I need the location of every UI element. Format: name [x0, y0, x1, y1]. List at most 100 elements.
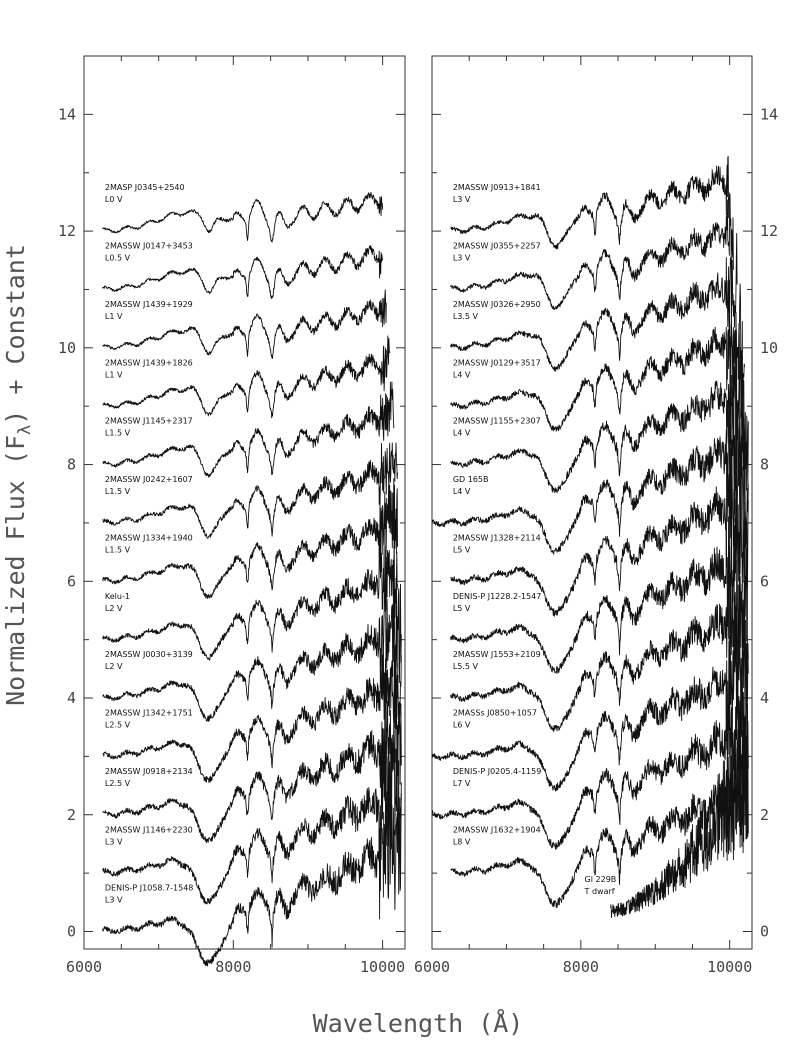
spectrum-type-label: L3 V: [105, 837, 123, 846]
spectrum-trace: [102, 381, 395, 478]
spectrum-designation-label: 2MASSW J1342+1751: [105, 709, 193, 718]
y-tick-label: 0: [67, 922, 76, 940]
spectrum-type-label: L2 V: [105, 662, 123, 671]
spectrum-designation-label: DENIS-P J1228.2-1547: [453, 592, 542, 601]
spectrum-type-label: L4 V: [453, 487, 471, 496]
spectrum-trace: [102, 736, 402, 905]
spectrum-designation-label: 2MASSW J1439+1929: [105, 300, 193, 309]
spectrum-designation-label: 2MASSW J1145+2317: [105, 417, 193, 426]
y-tick-label: 12: [58, 222, 76, 240]
spectrum-type-label: L5 V: [453, 604, 471, 613]
plot-frame: [431, 55, 753, 950]
spectrum-designation-label: Gl 229B: [585, 875, 617, 884]
spectrum-designation-label: 2MASSW J0326+2950: [453, 300, 541, 309]
spectrum-trace: [102, 192, 384, 243]
y-tick-label: 10: [58, 339, 76, 357]
spectrum-trace: [431, 605, 749, 792]
x-tick-label: 8000: [563, 958, 599, 976]
spectrum-type-label: L5 V: [453, 545, 471, 554]
plot-frame: [83, 55, 406, 950]
spectrum-type-label: T dwarf: [584, 887, 615, 896]
spectrum-trace: [102, 289, 387, 359]
spectrum-trace: [102, 442, 398, 539]
spectrum-type-label: L8 V: [453, 837, 471, 846]
spectrum-trace: [610, 703, 749, 919]
spectrum-designation-label: 2MASSW J0129+3517: [453, 358, 541, 367]
spectrum-trace: [102, 245, 384, 300]
spectrum-type-label: L5.5 V: [453, 662, 479, 671]
spectrum-trace: [450, 424, 749, 617]
spectrum-trace: [450, 498, 749, 674]
x-tick-label: 10000: [360, 958, 405, 976]
x-tick-label: 6000: [414, 958, 450, 976]
spectrum-trace: [431, 380, 749, 555]
y-tick-label: 14: [760, 105, 778, 123]
y-tick-label: 2: [760, 806, 769, 824]
left-panel: 6000 8000 10000 0 2 4 6 8 10 12 14 2MASP J0345+2540…: [58, 55, 406, 976]
spectrum-type-label: L1.5 V: [105, 545, 131, 554]
y-tick-label: 4: [760, 689, 769, 707]
spectrum-designation-label: 2MASP J0345+2540: [105, 183, 185, 192]
spectrum-type-label: L3 V: [453, 254, 471, 263]
spectrum-type-label: L1 V: [105, 370, 123, 379]
y-tick-label: 12: [760, 222, 778, 240]
spectrum-trace: [450, 283, 742, 432]
spectrum-designation-label: 2MASSW J1439+1826: [105, 358, 193, 367]
spectrum-designation-label: 2MASSW J1155+2307: [453, 417, 541, 426]
x-tick-label: 8000: [215, 958, 251, 976]
spectrum-designation-label: 2MASSs J0850+1057: [453, 709, 537, 718]
spectrum-type-label: L6 V: [453, 721, 471, 730]
spectrum-trace: [102, 575, 402, 722]
spectrum-designation-label: 2MASSW J0242+1607: [105, 475, 193, 484]
spectrum-type-label: L0.5 V: [105, 254, 131, 263]
spectrum-designation-label: DENIS-P J1058.7-1548: [105, 884, 194, 893]
y-axis-title: Normalized Flux (Fλ) + Constant: [1, 244, 35, 706]
spectrum-designation-label: 2MASSW J1632+1904: [453, 825, 541, 834]
y-tick-label: 14: [58, 105, 76, 123]
y-tick-label: 4: [67, 689, 76, 707]
spectrum-designation-label: 2MASSW J0355+2257: [453, 242, 541, 251]
spectrum-type-label: L2 V: [105, 604, 123, 613]
x-axis-title: Wavelength (Å): [313, 1009, 524, 1038]
spectrum-designation-label: Kelu-1: [105, 592, 130, 601]
y-tick-label: 10: [760, 339, 778, 357]
spectrum-trace: [450, 232, 738, 372]
y-tick-label: 8: [67, 456, 76, 474]
spectrum-designation-label: 2MASSW J0913+1841: [453, 183, 541, 192]
spectrum-type-label: L0 V: [105, 195, 123, 204]
spectrum-designation-label: 2MASSW J0147+3453: [105, 242, 193, 251]
spectrum-type-label: L3.5 V: [453, 312, 479, 321]
spectrum-type-label: L1 V: [105, 312, 123, 321]
spectrum-trace: [450, 714, 749, 908]
spectrum-designation-label: 2MASSW J0030+3139: [105, 650, 193, 659]
y-tick-label: 2: [67, 806, 76, 824]
x-tick-label: 10000: [707, 958, 752, 976]
spectrum-trace: [102, 526, 398, 661]
spectrum-designation-label: DENIS-P J0205.4-1159: [453, 767, 542, 776]
y-tick-label: 0: [760, 922, 769, 940]
spectrum-designation-label: 2MASSW J1146+2230: [105, 825, 193, 834]
spectrum-type-label: L1.5 V: [105, 487, 131, 496]
x-tick-label: 6000: [66, 958, 102, 976]
y-tick-label: 8: [760, 456, 769, 474]
spectrum-type-label: L4 V: [453, 429, 471, 438]
spectrum-trace: [450, 156, 731, 250]
y-axis-title-subscript: λ: [15, 425, 35, 435]
spectrum-trace: [102, 783, 402, 967]
spectrum-type-label: L3 V: [453, 195, 471, 204]
spectrum-designation-label: 2MASSW J1553+2109: [453, 650, 541, 659]
spectrum-designation-label: GD 165B: [453, 475, 489, 484]
spectrum-trace: [102, 478, 398, 600]
spectrum-type-label: L2.5 V: [105, 779, 131, 788]
spectrum-type-label: L4 V: [453, 370, 471, 379]
spectrum-designation-label: 2MASSW J0918+2134: [105, 767, 193, 776]
spectrum-designation-label: 2MASSW J1328+2114: [453, 533, 541, 542]
spectrum-trace: [450, 193, 734, 310]
spectrum-type-label: L3 V: [105, 896, 123, 905]
spectrum-type-label: L2.5 V: [105, 721, 131, 730]
spectrum-trace: [102, 643, 402, 784]
spectrum-trace: [431, 669, 749, 850]
spectrum-type-label: L1.5 V: [105, 429, 131, 438]
right-panel: 6000 8000 10000 0 2 4 6 8 10 12 14 2MASSW J0913+184…: [414, 55, 778, 976]
